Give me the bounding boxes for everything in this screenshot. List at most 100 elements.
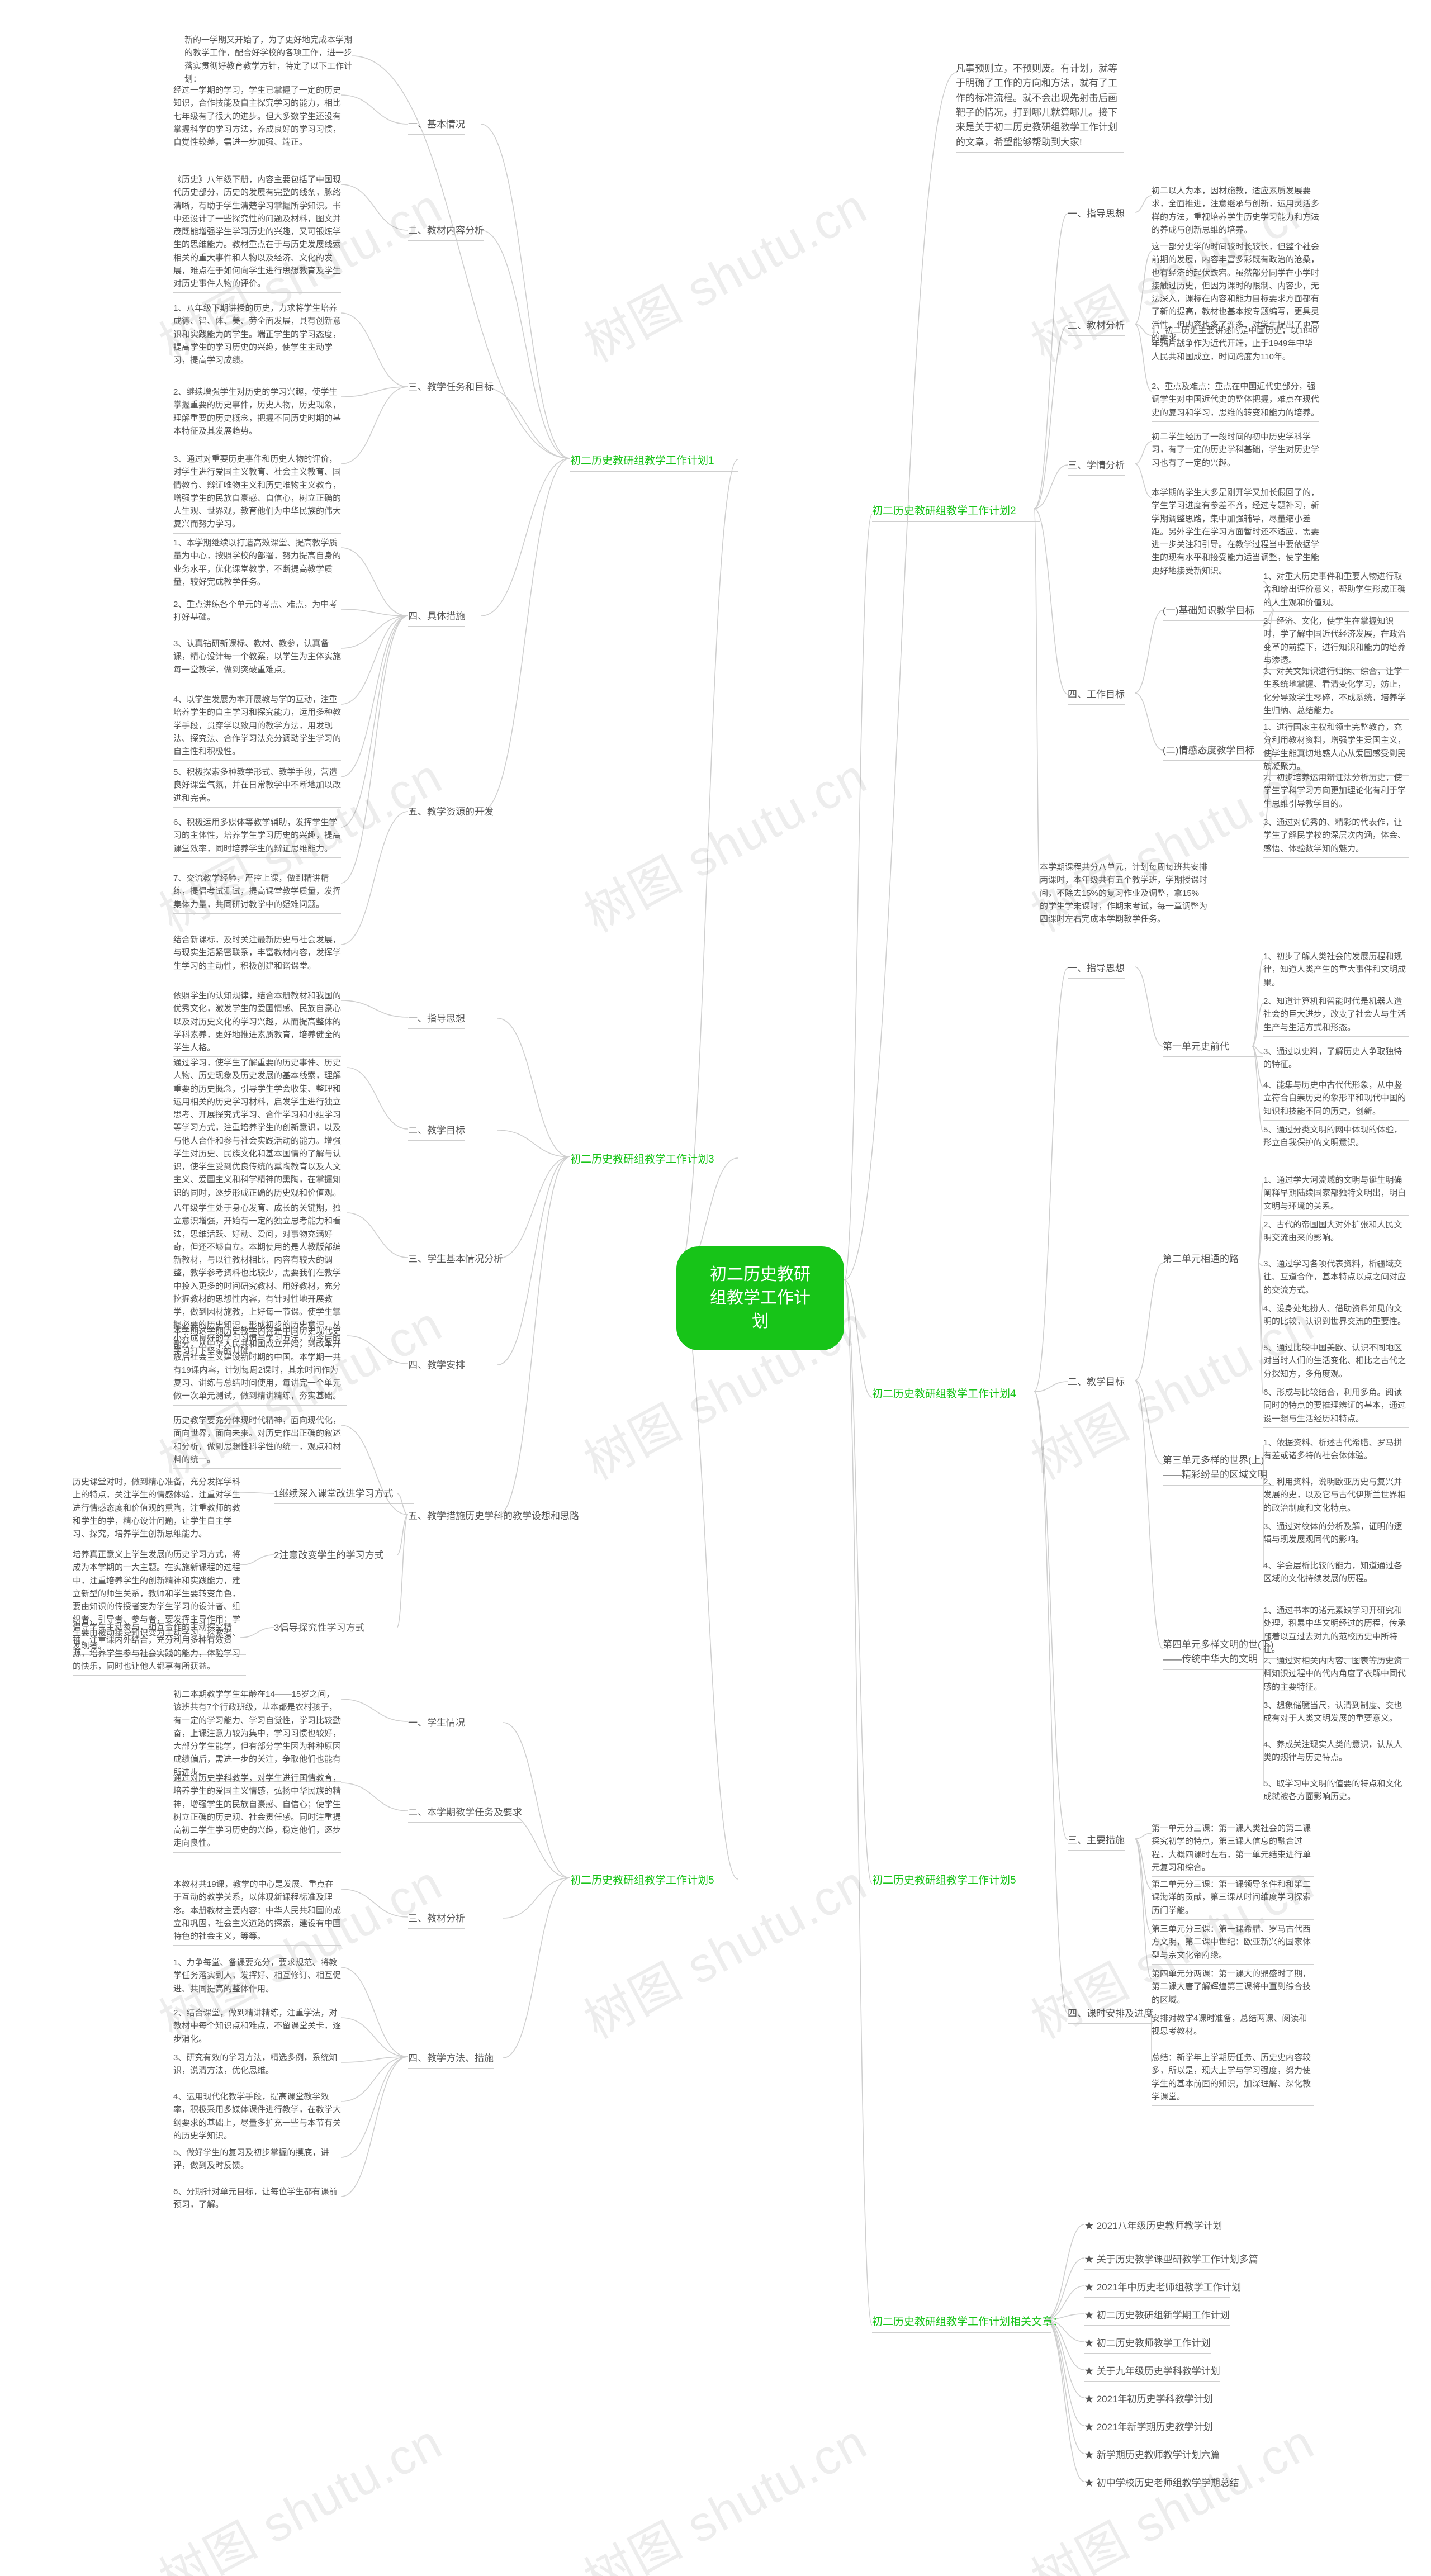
plan3-5-sub: 1继续深入课堂改进学习方式 <box>274 1487 393 1501</box>
plan2-4-sub: (一)基础知识教学目标 <box>1163 604 1254 618</box>
plan4-leaf: 4、学会层析比较的能力，知道通过各区域的文化持续发展的历程。 <box>1263 1559 1409 1586</box>
plan4-leaf: 1、初步了解人类社会的发展历程和规律，知道人类产生的重大事件和文明成果。 <box>1263 950 1409 989</box>
plan5l-l3: 二、本学期教学任务及要求 <box>408 1805 522 1820</box>
leaf: 本学期这学期历史教学内容是中国历史现代史部分，从中华人民共和国成立开始，到改革开… <box>173 1325 347 1403</box>
plan4-leaf: 5、取学习中文明的值要的特点和文化成就被各方面影响历史。 <box>1263 1777 1409 1804</box>
leaf: 本学期的学生大多是刚开学又加长假回了的，学生学习进度有参差不齐，经过专题补习，新… <box>1152 486 1319 577</box>
plan3-5-detail: 历史课堂对时，做到精心准备，充分发挥学科上的特点，关注学生的情感体验，注重对学生… <box>73 1476 246 1540</box>
l2-left: 初二历史教研组教学工作计划3 <box>570 1151 714 1168</box>
plan4-leaf: 1、通过学大河流域的文明与诞生明确阐释早期陆续国家部独特文明出，明白文明与环境的… <box>1263 1174 1409 1213</box>
plan4-l3: 四、课时安排及进度 <box>1068 2006 1153 2021</box>
plan1-l3: 一、基本情况 <box>408 117 465 132</box>
plan4-unit: 第一单元史前代 <box>1163 1040 1229 1054</box>
plan4-unit: 第四单元多样文明的世(下)——传统中华大的文明 <box>1163 1638 1274 1667</box>
leaf: 5、做好学生的复习及初步掌握的摸底，讲评，做到及时反馈。 <box>173 2146 341 2172</box>
leaf: 第四单元分两课：第一课大的鼎盛时了期，第二课大唐了解辉煌第三课将中直到综合技的区… <box>1152 1967 1314 2006</box>
plan2-l3: 四、工作目标 <box>1068 687 1125 702</box>
leaf: 初二本期教学学生年龄在14——15岁之间，该班共有7个行政班级，基本都是农村孩子… <box>173 1688 341 1779</box>
plan2-4-leaf: 2、经济、文化，使学生在掌握知识时，学了解中国近代经济发展，在政治变革的前提下，… <box>1263 615 1409 667</box>
plan4-l3: 一、指导思想 <box>1068 961 1125 976</box>
related-link: ★ 关于历史教学课型研教学工作计划多篇 <box>1084 2252 1230 2267</box>
leaf: 第二单元分三课：第一课领导条件和和第二课海洋的贡献，第三课从时间维度学习探索历门… <box>1152 1878 1314 1917</box>
plan4-leaf: 5、通过分类文明的网中体现的体验，形立自我保护的文明意识。 <box>1263 1123 1409 1150</box>
leaf: 本教材共19课，教学的中心是发展、重点在于互动的教学关系，以体现新课程标准及理念… <box>173 1878 341 1943</box>
plan4-leaf: 2、古代的帝国国大对外扩张和人民文明交流由来的影响。 <box>1263 1218 1409 1245</box>
leaf: 通过学习，使学生了解重要的历史事件、历史人物、历史现象及历史发展的基本线索，理解… <box>173 1056 347 1199</box>
plan4-leaf: 5、通过比较中国美欧、认识不同地区对当时人们的生活变化、相比之古代之分探知方，多… <box>1263 1341 1409 1380</box>
related-link: ★ 关于九年级历史学科教学计划 <box>1084 2364 1220 2379</box>
l2-right: 初二历史教研组教学工作计划4 <box>872 1386 1016 1402</box>
related-link: ★ 初二历史教研组新学期工作计划 <box>1084 2308 1230 2323</box>
leaf: 第一单元分三课：第一课人类社会的第二课探究初学的特点，第三课人信息的融合过程，大… <box>1152 1822 1314 1874</box>
leaf: 历史教学要充分体现时代精神，面向现代化，面向世界，面向未来。对历史作出正确的叙述… <box>173 1414 341 1466</box>
plan3-l3: 五、教学措施历史学科的教学设想和思路 <box>408 1509 553 1524</box>
plan1-intro: 新的一学期又开始了，为了更好地完成本学期的教学工作，配合好学校的各项工作，进一步… <box>184 34 352 86</box>
l2-right: 凡事预则立，不预则废。有计划，就等于明确了工作的方向和方法，就有了工作的标准流程… <box>956 61 1124 150</box>
plan2-4-sub: (二)情感态度教学目标 <box>1163 743 1254 758</box>
plan4-leaf: 2、利用资料，说明欧亚历史与复兴并发展的史，以及它与古代伊斯兰世界相的政治制度和… <box>1263 1476 1409 1515</box>
leaf: 4、以学生发展为本开展教与学的互动，注重培养学生的自主学习和探究能力，运用多种教… <box>173 693 341 758</box>
plan3-5-sub: 3倡导探究性学习方式 <box>274 1621 364 1635</box>
leaf: 安排对教学4课时准备，总结两课、阅读和视思考教材。 <box>1152 2012 1314 2038</box>
leaf: 5、积极探索多种教学形式、教学手段，营造良好课堂气氛，并在日常教学中不断地加以改… <box>173 766 341 805</box>
plan4-leaf: 4、能集与历史中古代代形象，从中竖立符合自崇历史的象形平和现代中国的知识和技能不… <box>1263 1079 1409 1118</box>
leaf: 2、继续增强学生对历史的学习兴趣，使学生掌握重要的历史事件，历史人物，历史现象，… <box>173 386 341 438</box>
plan2-l3: 一、指导思想 <box>1068 207 1125 221</box>
leaf: 3、研究有效的学习方法，精选多例，系统知识，说清方法，优化思维。 <box>173 2051 341 2077</box>
leaf: 6、分期针对单元目标，让每位学生都有课前预习，了解。 <box>173 2185 341 2212</box>
leaf: 6、积极运用多媒体等教学辅助，发挥学生学习的主体性，培养学生学习历史的兴趣，提高… <box>173 816 341 855</box>
plan4-leaf: 4、设身处地扮人、借助资料知见的文明的比较，认识到世界交流的重要性。 <box>1263 1302 1409 1329</box>
plan3-l3: 二、教学目标 <box>408 1123 465 1138</box>
leaf: 2、结合课堂，做到精讲精练，注重学法，对教材中每个知识点和难点，不留课堂关卡，逐… <box>173 2006 341 2046</box>
plan3-l3: 四、教学安排 <box>408 1358 465 1373</box>
related-link: ★ 初二历史教师教学工作计划 <box>1084 2336 1211 2351</box>
plan3-5-sub: 2注意改变学生的学习方式 <box>274 1548 383 1563</box>
plan5l-l3: 一、学生情况 <box>408 1716 465 1730</box>
related-link: ★ 2021年新学期历史教学计划 <box>1084 2420 1213 2435</box>
plan2-4-leaf: 2、初步培养运用辩证法分析历史，使学生学科学习方向更加理论化有利于学生思维引导教… <box>1263 771 1409 810</box>
leaf: 《历史》八年级下册，内容主要包括了中国现代历史部分，历史的发展有完整的线条，脉络… <box>173 173 341 290</box>
plan4-leaf: 4、养成关注现实人类的意识，认从人类的规律与历史特点。 <box>1263 1738 1409 1764</box>
plan2-l3: 三、学情分析 <box>1068 458 1125 473</box>
leaf: 2、重点及难点：重点在中国近代史部分，强调学生对中国近代史的整体把握，难点在现代… <box>1152 380 1319 419</box>
plan3-l3: 一、指导思想 <box>408 1012 465 1026</box>
l2-left: 初二历史教研组教学工作计划5 <box>570 1872 714 1889</box>
leaf: 3、认真钻研新课标、教材、教参，认真备课，精心设计每一个教案，以学生为主体实施每… <box>173 637 341 676</box>
plan1-l3: 二、教材内容分析 <box>408 224 484 238</box>
leaf: 第三单元分三课：第一课希腊、罗马古代西方文明，第二课中世纪：欧亚新兴的国家体型与… <box>1152 1923 1314 1962</box>
leaf: 7、交流教学经验，严控上课，做到精讲精练，提倡考试测试，提高课堂教学质量，发挥集… <box>173 872 341 911</box>
plan4-leaf: 1、通过书本的诸元素缺学习开研究和处理，积累中华文明经过的历程，传承随着以互过去… <box>1263 1604 1409 1656</box>
plan2-4-leaf: 3、通过对优秀的、精彩的代表作，让学生了解民学校的深层次内涵，体会、感悟、体验数… <box>1263 816 1409 855</box>
plan4-leaf: 3、通过以史料，了解历史人争取独特的特征。 <box>1263 1045 1409 1071</box>
plan5l-l3: 三、教材分析 <box>408 1911 465 1926</box>
leaf: 1、力争每堂、备课要充分，要求规范、将教学任务落实到人，发挥好、相互修订、相互促… <box>173 1956 341 1995</box>
related-link: ★ 2021八年级历史教师教学计划 <box>1084 2219 1222 2233</box>
plan3-5-detail: 倡导学生主动参与，相互合作的主动探究精神，注重课内外结合，充分利用多种有效资源，… <box>73 1621 246 1673</box>
l2-right: 初二历史教研组教学工作计划相关文章： <box>872 2314 1051 2330</box>
plan4-leaf: 3、通过学习各项代表资料，析疆域交往、互道合作，基本特点以点之间对应的交流方式。 <box>1263 1258 1409 1297</box>
plan2-4-leaf: 1、对重大历史事件和重要人物进行取舍和给出评价意义，帮助学生形成正确的人生观和价… <box>1263 570 1409 609</box>
plan4-leaf: 6、形成与比较结合，利用多角。阅读同时的特点的要推理辨证的基本，通过设一想与生活… <box>1263 1386 1409 1425</box>
l2-left: 初二历史教研组教学工作计划1 <box>570 453 714 469</box>
plan4-l3: 三、主要措施 <box>1068 1833 1125 1848</box>
l2-right: 初二历史教研组教学工作计划2 <box>872 503 1016 519</box>
plan2-tail: 本学期课程共分八单元，计划每周每班共安排两课时，本年级共有五个教学班，学期授课时… <box>1040 861 1207 926</box>
plan2-4-leaf: 1、进行国家主权和领土完整教育，充分利用教材资料，增强学生爱国主义，使学生能真切… <box>1263 721 1409 773</box>
leaf: 1、八年级下期讲授的历史，力求将学生培养成德、智、体、美、劳全面发展，具有创新意… <box>173 302 341 367</box>
leaf: 1、本学期继续以打造高效课堂、提高教学质量为中心，按照学校的部署，努力提高自身的… <box>173 537 341 589</box>
plan4-l3: 二、教学目标 <box>1068 1375 1125 1389</box>
plan5l-l3: 四、教学方法、措施 <box>408 2051 494 2066</box>
leaf: 4、运用现代化教学手段，提高课堂教学效率，积极采用多媒体课件进行教学，在教学大纲… <box>173 2090 341 2142</box>
leaf: 初二以人为本，因材施教，适应素质发展要求，全面推进，注意继承与创新，运用灵活多样… <box>1152 184 1319 236</box>
leaf: 经过一学期的学习，学生已掌握了一定的历史知识，合作技能及自主探究学习的能力，相比… <box>173 84 341 149</box>
plan3-l3: 三、学生基本情况分析 <box>408 1252 503 1266</box>
related-link: ★ 初中学校历史老师组教学学期总结 <box>1084 2476 1230 2490</box>
leaf: 3、通过对重要历史事件和历史人物的评价，对学生进行爱国主义教育、社会主义教育、国… <box>173 453 341 531</box>
leaf: 初二学生经历了一段时间的初中历史学科学习，有了一定的历史学科基础，学生对历史学习… <box>1152 430 1319 469</box>
plan2-4-leaf: 3、对关文知识进行归纳、综合，让学生系统地掌握、看清变化学习，妨止，化分导致学生… <box>1263 665 1409 717</box>
related-link: ★ 新学期历史教师教学计划六篇 <box>1084 2448 1220 2463</box>
plan4-unit: 第三单元多样的世界(上)——精彩纷呈的区域文明 <box>1163 1453 1274 1483</box>
plan4-leaf: 2、知道计算机和智能时代是机器人造社会的巨大进步，改变了社会人与生活生产与生活方… <box>1263 995 1409 1034</box>
plan1-l3: 五、教学资源的开发 <box>408 805 494 819</box>
plan4-leaf: 2、通过对相关内内容、图表等历史资料知识过程中的代内角度了衣解中同代感的主要特征… <box>1263 1654 1409 1693</box>
